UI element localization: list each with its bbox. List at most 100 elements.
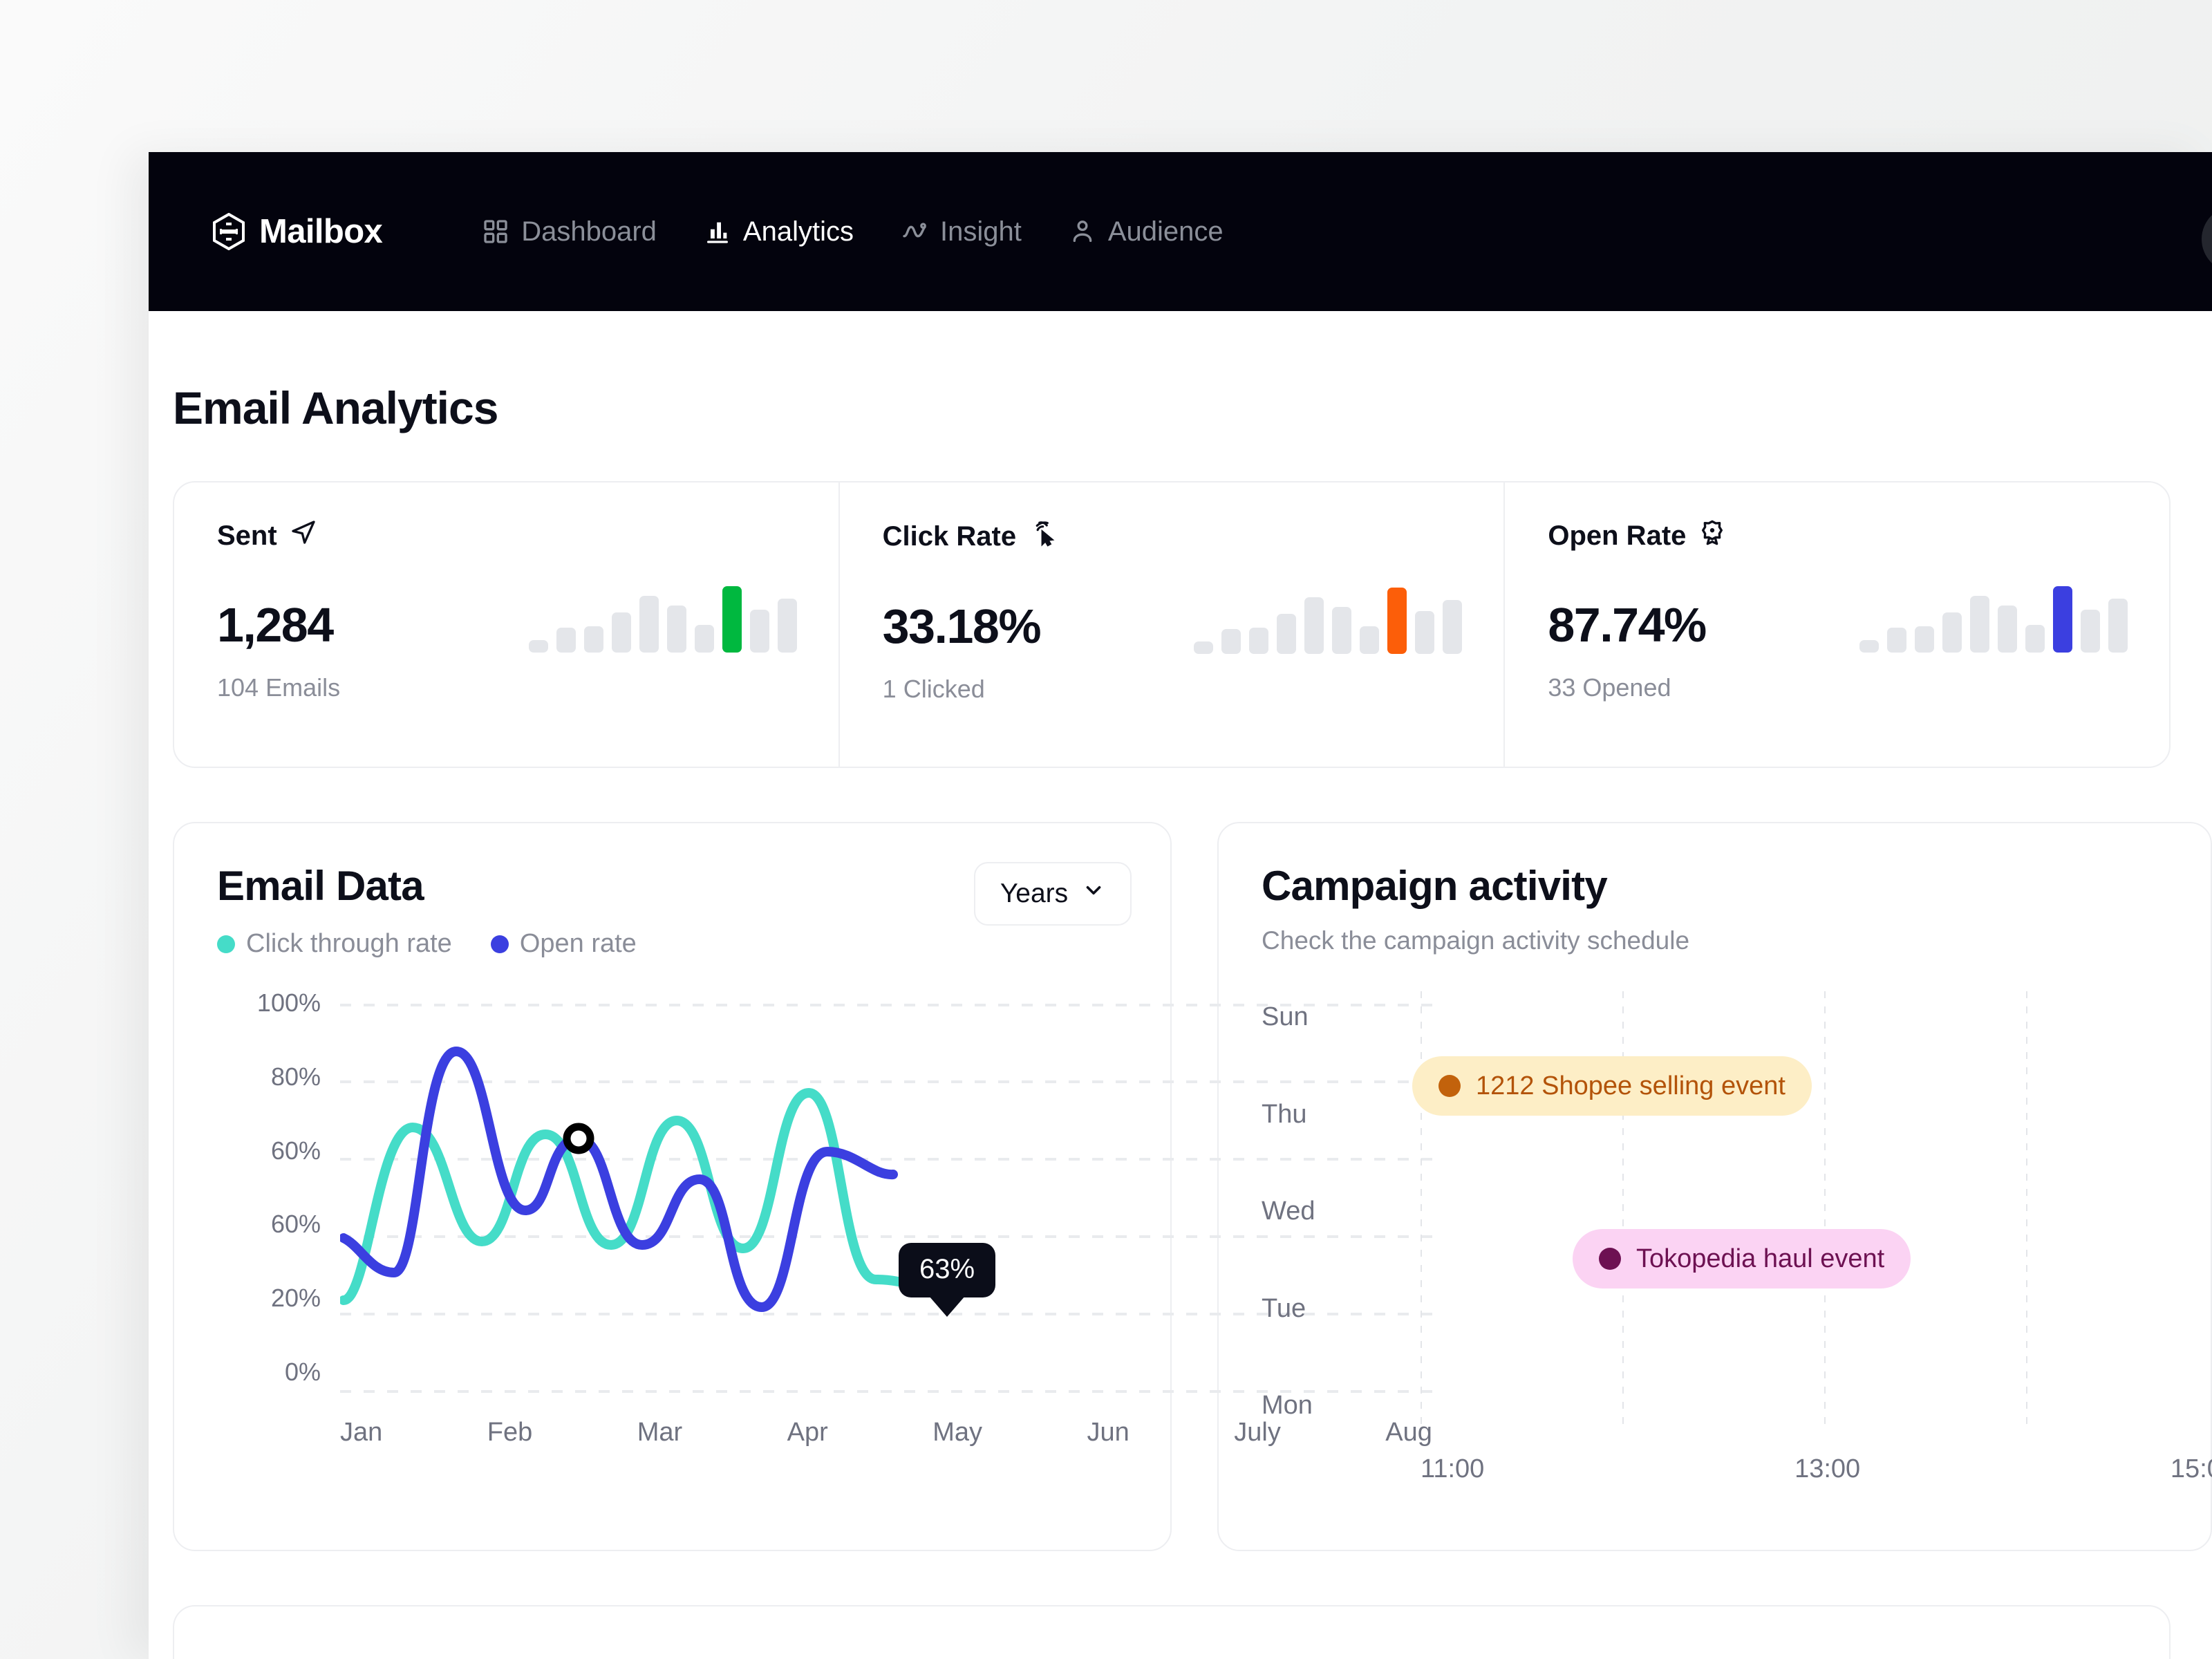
sparkline-bar — [611, 612, 631, 653]
panel-title: Email Data — [217, 863, 424, 909]
time-label: 11:00 — [1421, 1454, 1485, 1483]
bottom-cards-strip — [173, 1605, 2212, 1659]
day-label: Sun — [1262, 1002, 1309, 1031]
nav-item-label: Analytics — [742, 216, 854, 247]
nav-item-insight[interactable]: Insight — [877, 216, 1045, 247]
event-dot-icon — [1599, 1248, 1622, 1270]
sparkline-bar — [1915, 626, 1935, 653]
sparkline-bar — [639, 596, 659, 653]
dashboard-panels: Email Data Click through rate Open rate — [173, 822, 2212, 1551]
sparkline-bar — [1249, 628, 1269, 654]
sparkline-bar — [1221, 629, 1241, 654]
sparkline-bar — [1277, 614, 1297, 654]
chevron-down-icon — [1082, 879, 1105, 909]
sparkline-bar — [1998, 606, 2018, 653]
cursor-tap-icon — [1029, 518, 1058, 554]
nav-item-dashboard[interactable]: Dashboard — [458, 216, 680, 247]
time-label: 13:00 — [1794, 1454, 1861, 1483]
event-label: Tokopedia haul event — [1636, 1244, 1885, 1273]
grid-vline — [1824, 991, 1826, 1431]
x-tick: Apr — [787, 1418, 828, 1447]
campaign-event-chip-tokopedia[interactable]: Tokopedia haul event — [1573, 1229, 1911, 1288]
panel-title: Campaign activity — [1262, 863, 1608, 909]
y-tick: 100% — [256, 988, 321, 1017]
person-icon — [1069, 218, 1096, 245]
bar-chart-icon — [704, 218, 731, 245]
nav-item-label: Insight — [939, 216, 1022, 247]
sparkline-bar — [1360, 626, 1380, 654]
y-axis-labels: 100% 80% 60% 60% 20% 0% — [217, 991, 321, 1397]
campaign-schedule-grid: Sun Thu Wed Tue Mon — [1262, 991, 2212, 1501]
sparkline-bar — [2025, 625, 2045, 653]
sparkline-bar — [2053, 586, 2073, 653]
sparkline-bar — [1415, 611, 1435, 654]
legend-color-swatch — [490, 935, 509, 953]
campaign-event-chip-shopee[interactable]: 1212 Shopee selling event — [1412, 1056, 1812, 1116]
series-line-click-through-rate — [340, 1087, 939, 1305]
day-label: Tue — [1262, 1293, 1306, 1323]
stat-body: 87.74% — [1548, 577, 2130, 653]
sparkline-bar — [1194, 641, 1214, 654]
hexagon-mail-icon — [212, 213, 245, 250]
chart-tooltip: 63% — [899, 1243, 996, 1297]
sparkline-bar — [583, 626, 603, 653]
send-arrow-icon — [290, 518, 317, 553]
nav-item-audience[interactable]: Audience — [1045, 216, 1247, 247]
stat-header: Sent — [217, 518, 800, 553]
day-label: Thu — [1262, 1099, 1307, 1129]
sparkline-open-rate — [1859, 577, 2128, 653]
sparkline-bar — [2081, 610, 2101, 653]
stat-sent: Sent 1,284 104 Emails — [174, 482, 838, 767]
sparkline-bar — [1443, 600, 1463, 654]
x-tick: May — [932, 1418, 983, 1447]
sparkline-bar — [722, 586, 742, 653]
y-tick: 80% — [270, 1062, 321, 1091]
sparkline-bar — [1859, 640, 1880, 653]
stat-subtext: 33 Opened — [1548, 673, 1671, 702]
legend-color-swatch — [217, 935, 235, 953]
schedule-time-labels: 11:00 13:00 15:00 — [1421, 1454, 2212, 1484]
legend-item-open-rate[interactable]: Open rate — [490, 929, 637, 959]
stat-body: 1,284 — [217, 577, 800, 653]
sparkline-bar — [1887, 628, 1907, 653]
grid-vline — [1421, 991, 1423, 1431]
event-label: 1212 Shopee selling event — [1476, 1071, 1785, 1100]
nav-item-label: Dashboard — [521, 216, 657, 247]
years-dropdown-button[interactable]: Years — [974, 862, 1132, 926]
stat-label: Open Rate — [1548, 520, 1687, 551]
brand-logo[interactable]: Mailbox — [212, 212, 383, 251]
schedule-day-labels: Sun Thu Wed Tue Mon — [1262, 1004, 1365, 1418]
sparkline-bar — [556, 628, 576, 653]
sparkline-bar — [1304, 597, 1324, 654]
day-label: Wed — [1262, 1197, 1315, 1226]
x-tick: Jan — [340, 1418, 383, 1447]
sparkline-bar — [1970, 596, 1990, 653]
stat-header: Click Rate — [883, 518, 1465, 554]
email-data-header: Email Data Click through rate Open rate — [217, 862, 1132, 959]
top-navigation-bar: Mailbox Dashboard — [149, 152, 2212, 311]
grid-vline — [1622, 991, 1624, 1431]
trend-line-icon — [901, 218, 928, 245]
schedule-gridlines: 1212 Shopee selling event Tokopedia haul… — [1412, 991, 2212, 1431]
day-label: Mon — [1262, 1391, 1313, 1420]
stats-card: Sent 1,284 104 Emails Click Rate — [173, 481, 2171, 768]
event-dot-icon — [1438, 1075, 1461, 1097]
nav-item-label: Audience — [1107, 216, 1224, 247]
y-tick: 0% — [284, 1357, 321, 1386]
stat-value: 33.18% — [882, 599, 1042, 653]
search-box[interactable] — [2202, 206, 2212, 272]
sparkline-bar — [694, 625, 714, 653]
sparkline-bar — [2108, 599, 2128, 653]
panel-subtitle: Check the campaign activity schedule — [1262, 926, 1690, 955]
brand-name: Mailbox — [259, 213, 383, 250]
y-tick: 60% — [270, 1136, 321, 1165]
award-badge-icon — [1698, 518, 1726, 553]
legend-item-ctr[interactable]: Click through rate — [217, 929, 452, 959]
x-tick: July — [1234, 1418, 1281, 1447]
nav-item-analytics[interactable]: Analytics — [680, 216, 877, 247]
stat-label: Click Rate — [882, 521, 1017, 552]
bottom-card-primary — [173, 1605, 2171, 1659]
sparkline-bar — [749, 610, 769, 653]
line-chart-plot — [340, 1004, 1432, 1393]
sparkline-bar — [1942, 612, 1962, 653]
